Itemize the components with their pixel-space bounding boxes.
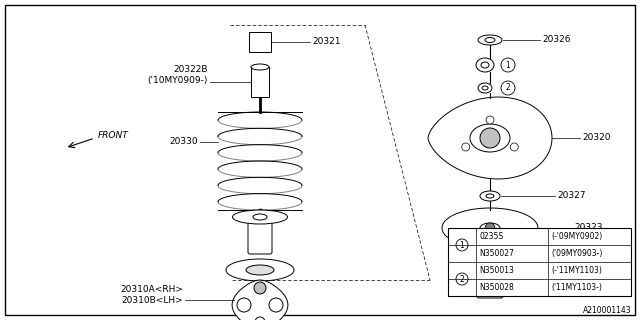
Ellipse shape [478, 35, 502, 45]
Text: 20326: 20326 [542, 36, 570, 44]
FancyBboxPatch shape [448, 228, 631, 296]
FancyBboxPatch shape [249, 32, 271, 52]
Polygon shape [428, 97, 552, 179]
Text: 0235S: 0235S [479, 232, 503, 241]
Text: ('11MY1103-): ('11MY1103-) [551, 283, 602, 292]
FancyBboxPatch shape [477, 242, 503, 298]
Ellipse shape [246, 265, 274, 275]
Text: N350028: N350028 [479, 283, 514, 292]
Ellipse shape [482, 86, 488, 90]
Ellipse shape [476, 58, 494, 72]
Text: 20322B
('10MY0909-): 20322B ('10MY0909-) [148, 65, 208, 85]
Text: N350013: N350013 [479, 266, 514, 275]
Circle shape [255, 317, 265, 320]
Text: (-'11MY1103): (-'11MY1103) [551, 266, 602, 275]
Text: 2: 2 [460, 275, 465, 284]
Text: N350027: N350027 [479, 249, 514, 258]
Text: 1: 1 [460, 241, 465, 250]
Ellipse shape [485, 37, 495, 43]
Polygon shape [442, 208, 538, 248]
Ellipse shape [251, 64, 269, 70]
Text: 20321: 20321 [312, 37, 340, 46]
Text: 1: 1 [506, 60, 510, 69]
Ellipse shape [486, 194, 494, 198]
Text: 20323: 20323 [574, 223, 602, 233]
Ellipse shape [480, 223, 500, 233]
Circle shape [485, 223, 495, 233]
Circle shape [269, 298, 283, 312]
Text: 20327: 20327 [557, 191, 586, 201]
Text: 20322: 20322 [572, 266, 600, 275]
Ellipse shape [232, 210, 287, 224]
Text: 2: 2 [506, 84, 510, 92]
Ellipse shape [470, 124, 510, 152]
Ellipse shape [253, 214, 267, 220]
Text: 20330: 20330 [170, 138, 198, 147]
Circle shape [480, 128, 500, 148]
Ellipse shape [480, 191, 500, 201]
Circle shape [510, 143, 518, 151]
Circle shape [486, 116, 494, 124]
Circle shape [254, 282, 266, 294]
Text: (-'09MY0902): (-'09MY0902) [551, 232, 602, 241]
Ellipse shape [478, 83, 492, 93]
Ellipse shape [481, 62, 489, 68]
Text: 20320: 20320 [582, 133, 611, 142]
Text: 20310A<RH>
20310B<LH>: 20310A<RH> 20310B<LH> [120, 285, 183, 305]
Circle shape [237, 298, 251, 312]
Text: FRONT: FRONT [98, 132, 129, 140]
Text: ('09MY0903-): ('09MY0903-) [551, 249, 602, 258]
FancyBboxPatch shape [5, 5, 635, 315]
FancyBboxPatch shape [251, 67, 269, 97]
Text: A210001143: A210001143 [584, 306, 632, 315]
Polygon shape [232, 280, 288, 320]
FancyBboxPatch shape [248, 220, 272, 254]
Ellipse shape [226, 259, 294, 281]
Circle shape [461, 143, 470, 151]
